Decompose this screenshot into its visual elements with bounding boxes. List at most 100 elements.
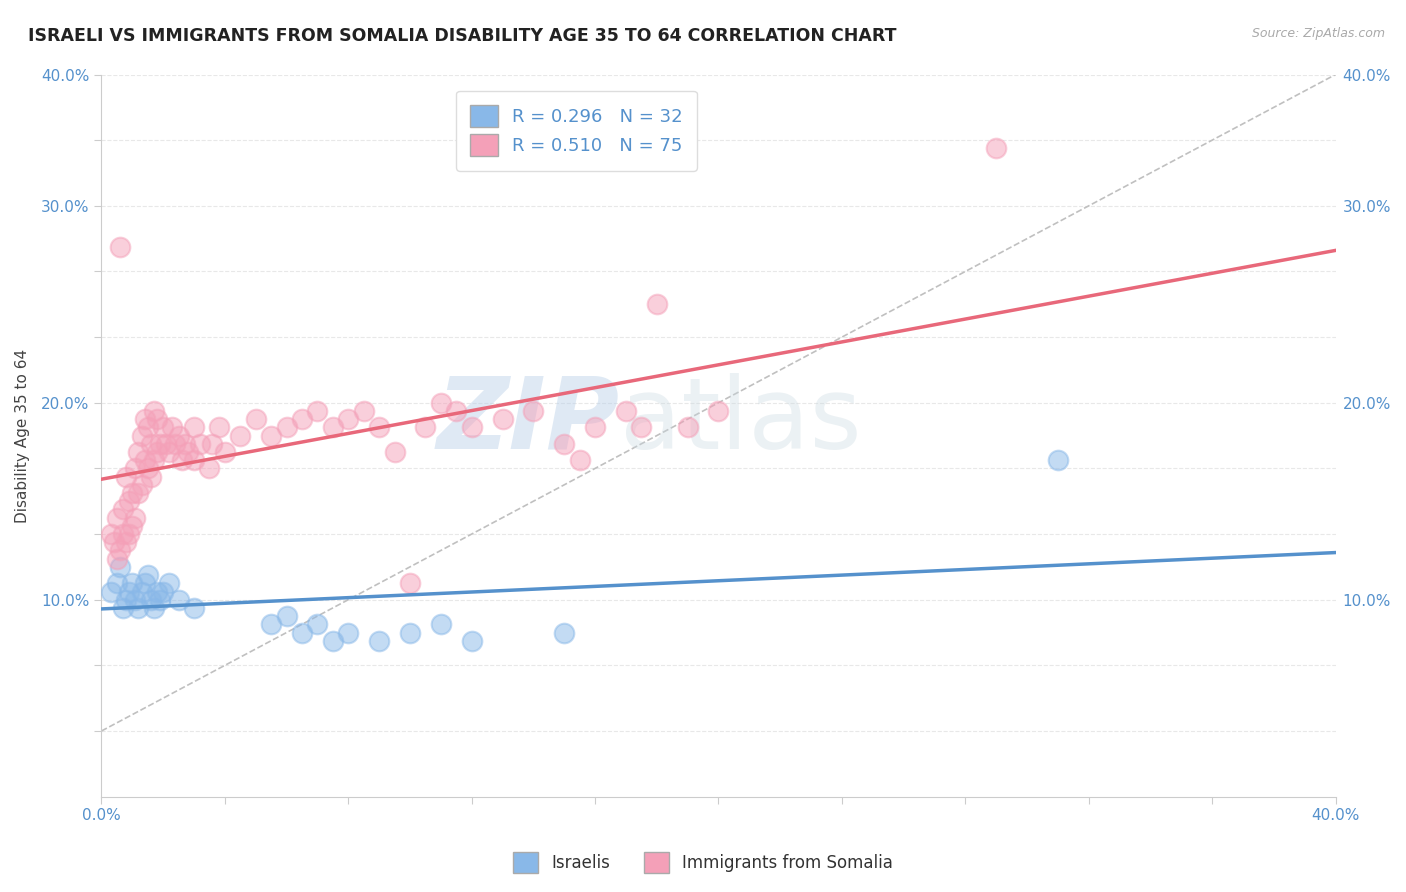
Point	[337, 625, 360, 640]
Point	[127, 486, 149, 500]
Point	[100, 584, 122, 599]
Point	[245, 412, 267, 426]
Point	[291, 412, 314, 426]
Text: Source: ZipAtlas.com: Source: ZipAtlas.com	[1251, 27, 1385, 40]
Point	[118, 527, 141, 541]
Point	[103, 535, 125, 549]
Text: ISRAELI VS IMMIGRANTS FROM SOMALIA DISABILITY AGE 35 TO 64 CORRELATION CHART: ISRAELI VS IMMIGRANTS FROM SOMALIA DISAB…	[28, 27, 897, 45]
Point	[337, 412, 360, 426]
Point	[173, 437, 195, 451]
Point	[124, 461, 146, 475]
Point	[399, 576, 422, 591]
Point	[645, 297, 668, 311]
Point	[491, 412, 513, 426]
Point	[676, 420, 699, 434]
Point	[167, 592, 190, 607]
Point	[134, 576, 156, 591]
Point	[583, 420, 606, 434]
Point	[322, 633, 344, 648]
Point	[142, 453, 165, 467]
Point	[553, 437, 575, 451]
Point	[276, 420, 298, 434]
Point	[108, 240, 131, 254]
Point	[142, 601, 165, 615]
Point	[170, 453, 193, 467]
Text: atlas: atlas	[620, 373, 862, 470]
Point	[415, 420, 437, 434]
Point	[146, 412, 169, 426]
Point	[118, 494, 141, 508]
Point	[105, 576, 128, 591]
Point	[177, 445, 200, 459]
Point	[124, 510, 146, 524]
Point	[149, 592, 172, 607]
Point	[183, 420, 205, 434]
Legend: R = 0.296   N = 32, R = 0.510   N = 75: R = 0.296 N = 32, R = 0.510 N = 75	[456, 91, 697, 171]
Point	[139, 592, 162, 607]
Point	[118, 584, 141, 599]
Point	[522, 404, 544, 418]
Point	[157, 576, 180, 591]
Point	[167, 428, 190, 442]
Point	[121, 519, 143, 533]
Point	[430, 617, 453, 632]
Point	[260, 428, 283, 442]
Point	[157, 445, 180, 459]
Point	[208, 420, 231, 434]
Point	[307, 404, 329, 418]
Point	[183, 453, 205, 467]
Point	[115, 535, 138, 549]
Point	[707, 404, 730, 418]
Legend: Israelis, Immigrants from Somalia: Israelis, Immigrants from Somalia	[506, 846, 900, 880]
Point	[430, 396, 453, 410]
Point	[111, 502, 134, 516]
Point	[127, 601, 149, 615]
Point	[108, 543, 131, 558]
Point	[105, 551, 128, 566]
Point	[630, 420, 652, 434]
Point	[111, 527, 134, 541]
Point	[139, 469, 162, 483]
Point	[460, 420, 482, 434]
Point	[108, 560, 131, 574]
Point	[127, 445, 149, 459]
Point	[444, 404, 467, 418]
Point	[162, 420, 184, 434]
Point	[131, 428, 153, 442]
Point	[183, 601, 205, 615]
Text: ZIP: ZIP	[437, 373, 620, 470]
Point	[460, 633, 482, 648]
Point	[124, 592, 146, 607]
Point	[115, 592, 138, 607]
Point	[322, 420, 344, 434]
Point	[131, 478, 153, 492]
Point	[307, 617, 329, 632]
Point	[136, 420, 159, 434]
Point	[568, 453, 591, 467]
Point	[149, 437, 172, 451]
Point	[115, 469, 138, 483]
Point	[986, 141, 1008, 155]
Point	[353, 404, 375, 418]
Point	[111, 601, 134, 615]
Point	[131, 584, 153, 599]
Point	[368, 420, 391, 434]
Point	[198, 461, 221, 475]
Point	[146, 445, 169, 459]
Point	[152, 584, 174, 599]
Point	[152, 420, 174, 434]
Point	[134, 453, 156, 467]
Point	[146, 584, 169, 599]
Point	[165, 437, 187, 451]
Point	[1046, 453, 1069, 467]
Point	[614, 404, 637, 418]
Point	[399, 625, 422, 640]
Point	[260, 617, 283, 632]
Point	[291, 625, 314, 640]
Point	[155, 437, 177, 451]
Point	[136, 568, 159, 582]
Point	[121, 576, 143, 591]
Point	[553, 625, 575, 640]
Point	[136, 461, 159, 475]
Point	[100, 527, 122, 541]
